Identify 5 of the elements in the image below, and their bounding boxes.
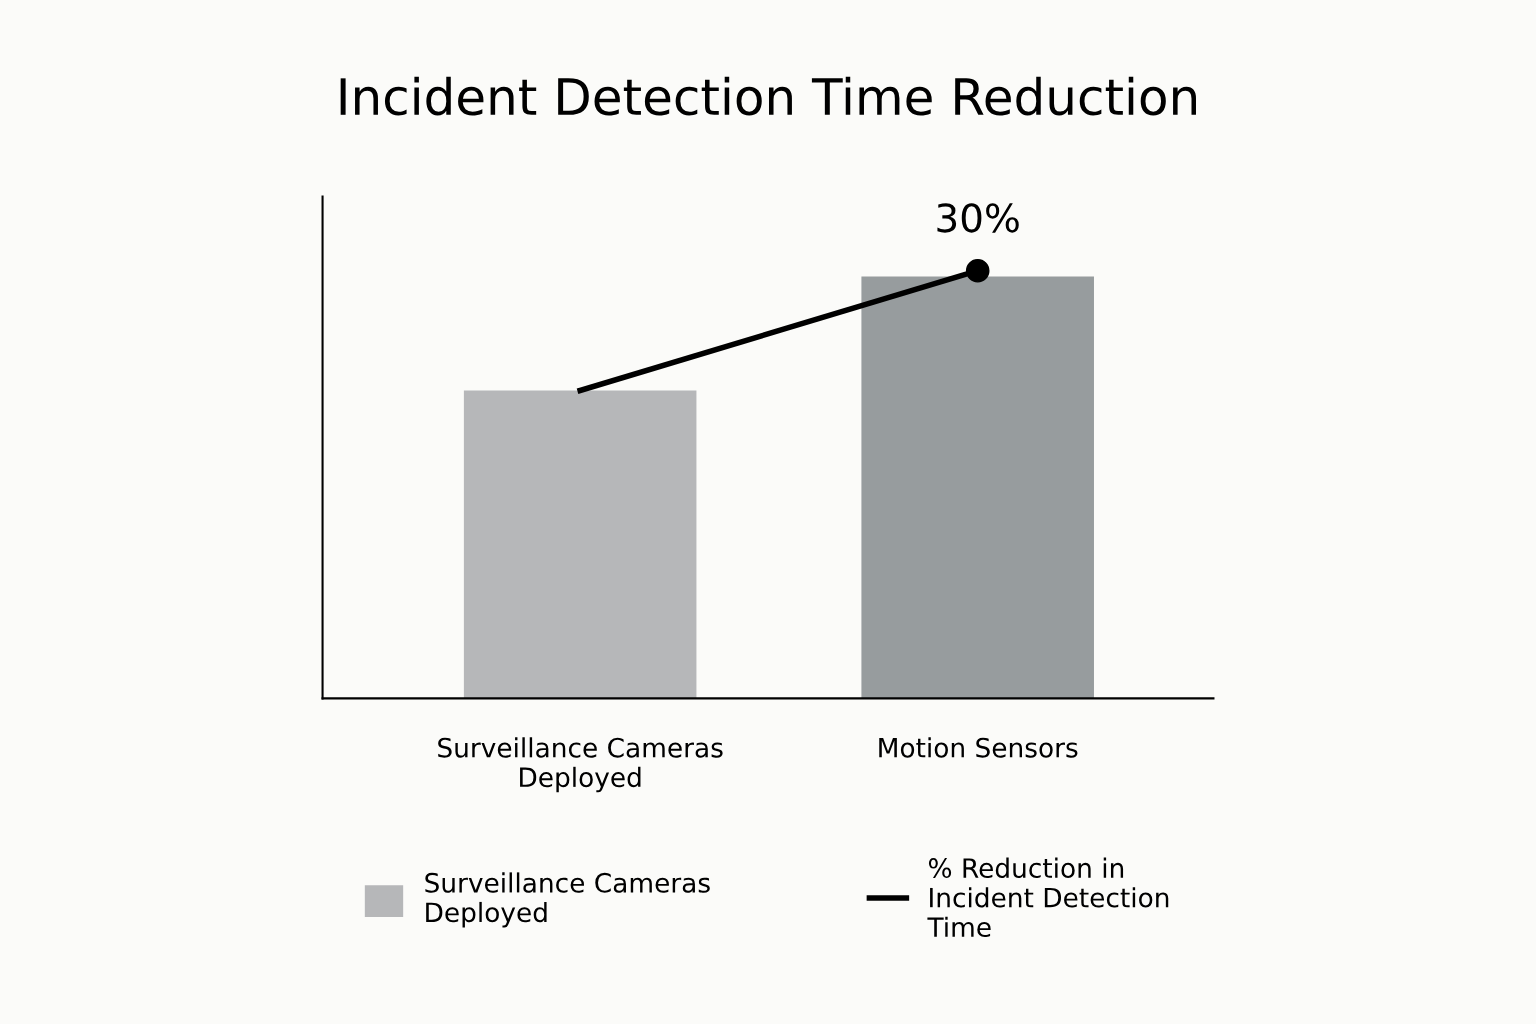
data-label: 30% bbox=[937, 203, 1019, 233]
chart-title: Incident Detection Time Reduction bbox=[340, 76, 1196, 116]
x-tick-label: Motion Sensors bbox=[879, 737, 1078, 758]
legend-label: % Reduction in Incident Detection Time bbox=[927, 857, 1169, 938]
legend-label: Surveillance Cameras Deployed bbox=[425, 872, 710, 928]
